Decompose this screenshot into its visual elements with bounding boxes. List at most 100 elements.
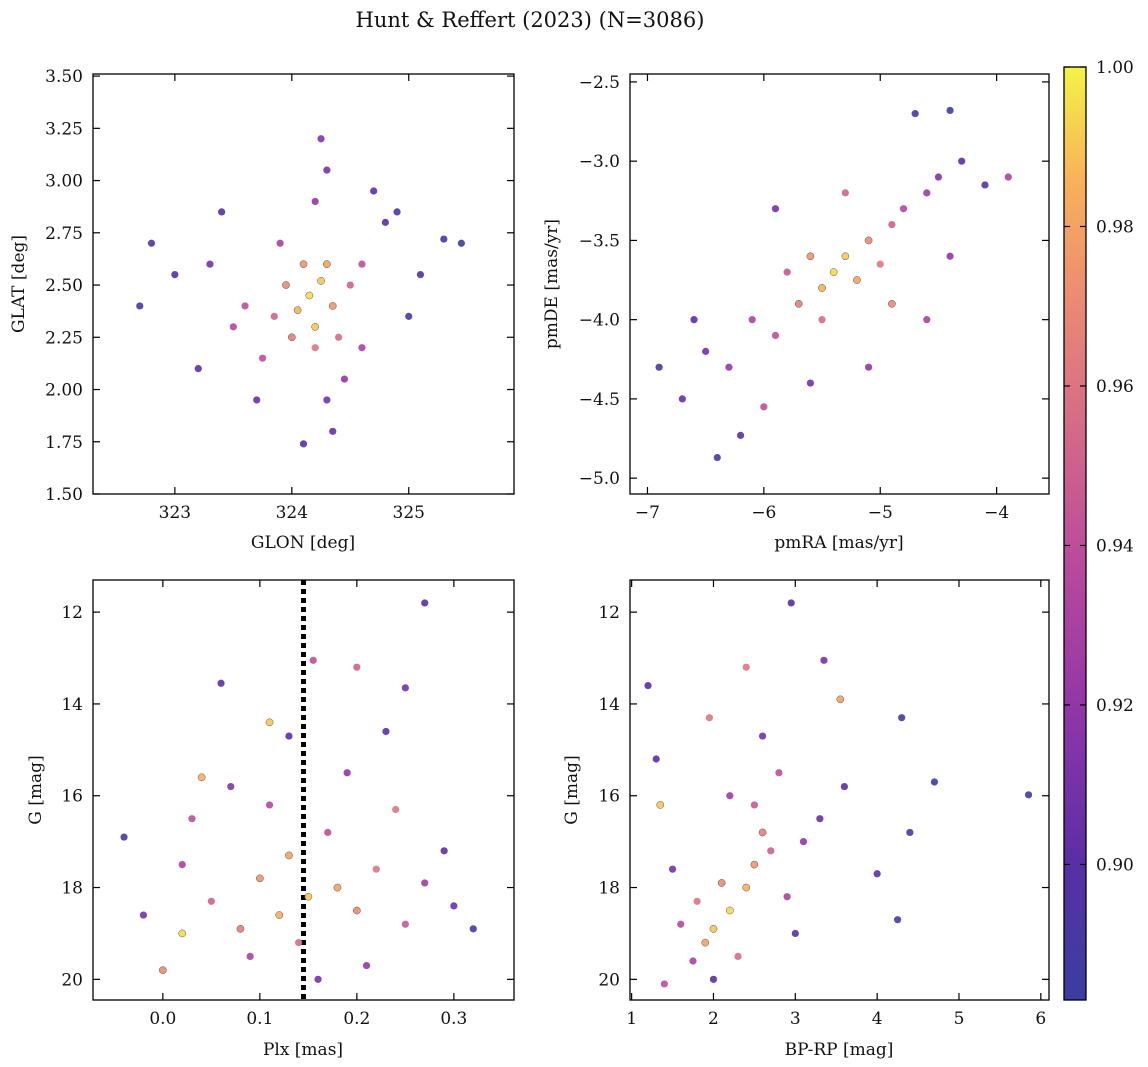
data-point — [690, 316, 698, 324]
data-point — [873, 870, 881, 878]
y-tick-label: −2.5 — [579, 73, 620, 93]
data-point — [236, 925, 245, 933]
data-point — [246, 952, 254, 960]
x-axis-label: BP-RP [mag] — [785, 1040, 894, 1060]
data-point — [323, 260, 331, 268]
data-point — [333, 883, 342, 892]
colorbar-gradient — [1063, 66, 1087, 1001]
data-point — [421, 599, 429, 607]
x-tick-label: 0.2 — [343, 1009, 370, 1029]
data-point — [750, 801, 758, 809]
data-point — [440, 235, 448, 243]
data-point — [276, 239, 284, 247]
data-point — [655, 363, 663, 371]
plot-frame — [629, 579, 1050, 1001]
data-point — [911, 110, 919, 118]
data-point — [742, 663, 750, 671]
data-point — [820, 656, 828, 664]
data-point — [840, 782, 849, 791]
data-point — [668, 865, 677, 873]
data-point — [305, 291, 314, 300]
data-point — [136, 302, 144, 310]
data-point — [241, 302, 249, 310]
data-point — [405, 312, 413, 320]
x-tick-label: 0.1 — [246, 1009, 273, 1029]
data-point — [299, 440, 308, 448]
x-tick-label: 2 — [708, 1009, 719, 1029]
x-tick-label: 0.3 — [440, 1009, 467, 1029]
colorbar-tick-label: 1.00 — [1096, 58, 1134, 78]
data-point — [758, 732, 767, 740]
data-point — [381, 218, 389, 226]
data-point — [340, 375, 349, 383]
data-point — [794, 299, 803, 308]
data-point — [818, 284, 826, 292]
data-point — [382, 727, 390, 736]
y-tick-label: −5.0 — [579, 469, 620, 489]
x-tick-label: 5 — [954, 1009, 965, 1029]
data-point — [206, 260, 214, 268]
data-point — [713, 453, 721, 462]
data-point — [253, 396, 261, 404]
data-point — [709, 925, 718, 933]
data-point — [771, 331, 780, 340]
data-point — [218, 208, 226, 216]
data-point — [358, 344, 366, 352]
plot-frame — [92, 73, 515, 495]
data-point — [295, 939, 303, 947]
data-point — [946, 106, 954, 115]
data-point — [285, 732, 293, 740]
data-point — [188, 815, 196, 823]
x-tick-label: 6 — [1035, 1009, 1046, 1029]
y-axis-label: G [mag] — [26, 755, 46, 824]
data-point — [270, 312, 278, 320]
data-point — [689, 957, 697, 965]
y-tick-label: −3.0 — [579, 152, 620, 172]
x-axis-label: GLON [deg] — [251, 533, 355, 553]
data-point — [946, 252, 954, 260]
y-tick-label: 16 — [598, 787, 620, 807]
y-tick-label: 3.50 — [45, 67, 83, 87]
data-point — [197, 773, 206, 782]
data-point — [888, 299, 896, 308]
data-point — [898, 714, 906, 722]
data-point — [853, 276, 861, 284]
data-point — [1024, 791, 1033, 799]
data-point — [894, 916, 902, 924]
data-point — [255, 874, 264, 883]
colorbar-tick-label: 0.98 — [1096, 217, 1134, 237]
y-tick-label: 12 — [598, 603, 620, 623]
data-point — [799, 838, 808, 846]
data-point — [717, 879, 726, 887]
data-point — [393, 208, 401, 216]
data-point — [311, 322, 320, 331]
data-point — [864, 236, 873, 245]
y-tick-label: 1.75 — [45, 433, 83, 453]
data-point — [353, 663, 361, 671]
colorbar: 0.90 0.92 0.94 0.96 0.98 1.00 — [1063, 58, 1134, 1001]
data-point — [677, 920, 685, 928]
data-point — [742, 883, 751, 892]
x-tick-label: −7 — [635, 503, 660, 523]
data-point — [981, 181, 989, 189]
data-point — [709, 975, 718, 983]
y-tick-label: 2.25 — [45, 328, 83, 348]
data-point — [171, 270, 179, 279]
data-point — [265, 801, 274, 809]
x-tick-label: 323 — [159, 503, 191, 523]
panel-plx-g: Plx [mas] G [mag] 0.0 0.1 0.2 0.3 12 14 16 18 20 — [26, 579, 515, 1060]
data-point — [323, 166, 331, 174]
data-point — [421, 879, 429, 887]
data-point — [372, 865, 380, 873]
plot-frame — [92, 579, 515, 1001]
data-point — [440, 847, 448, 855]
data-point — [120, 833, 128, 841]
x-tick-label: 324 — [276, 503, 308, 523]
data-point — [362, 961, 371, 970]
data-point — [923, 316, 931, 324]
data-point — [304, 892, 313, 901]
data-point — [930, 778, 939, 786]
y-tick-label: 2.00 — [45, 381, 83, 401]
x-tick-label: 325 — [393, 503, 425, 523]
